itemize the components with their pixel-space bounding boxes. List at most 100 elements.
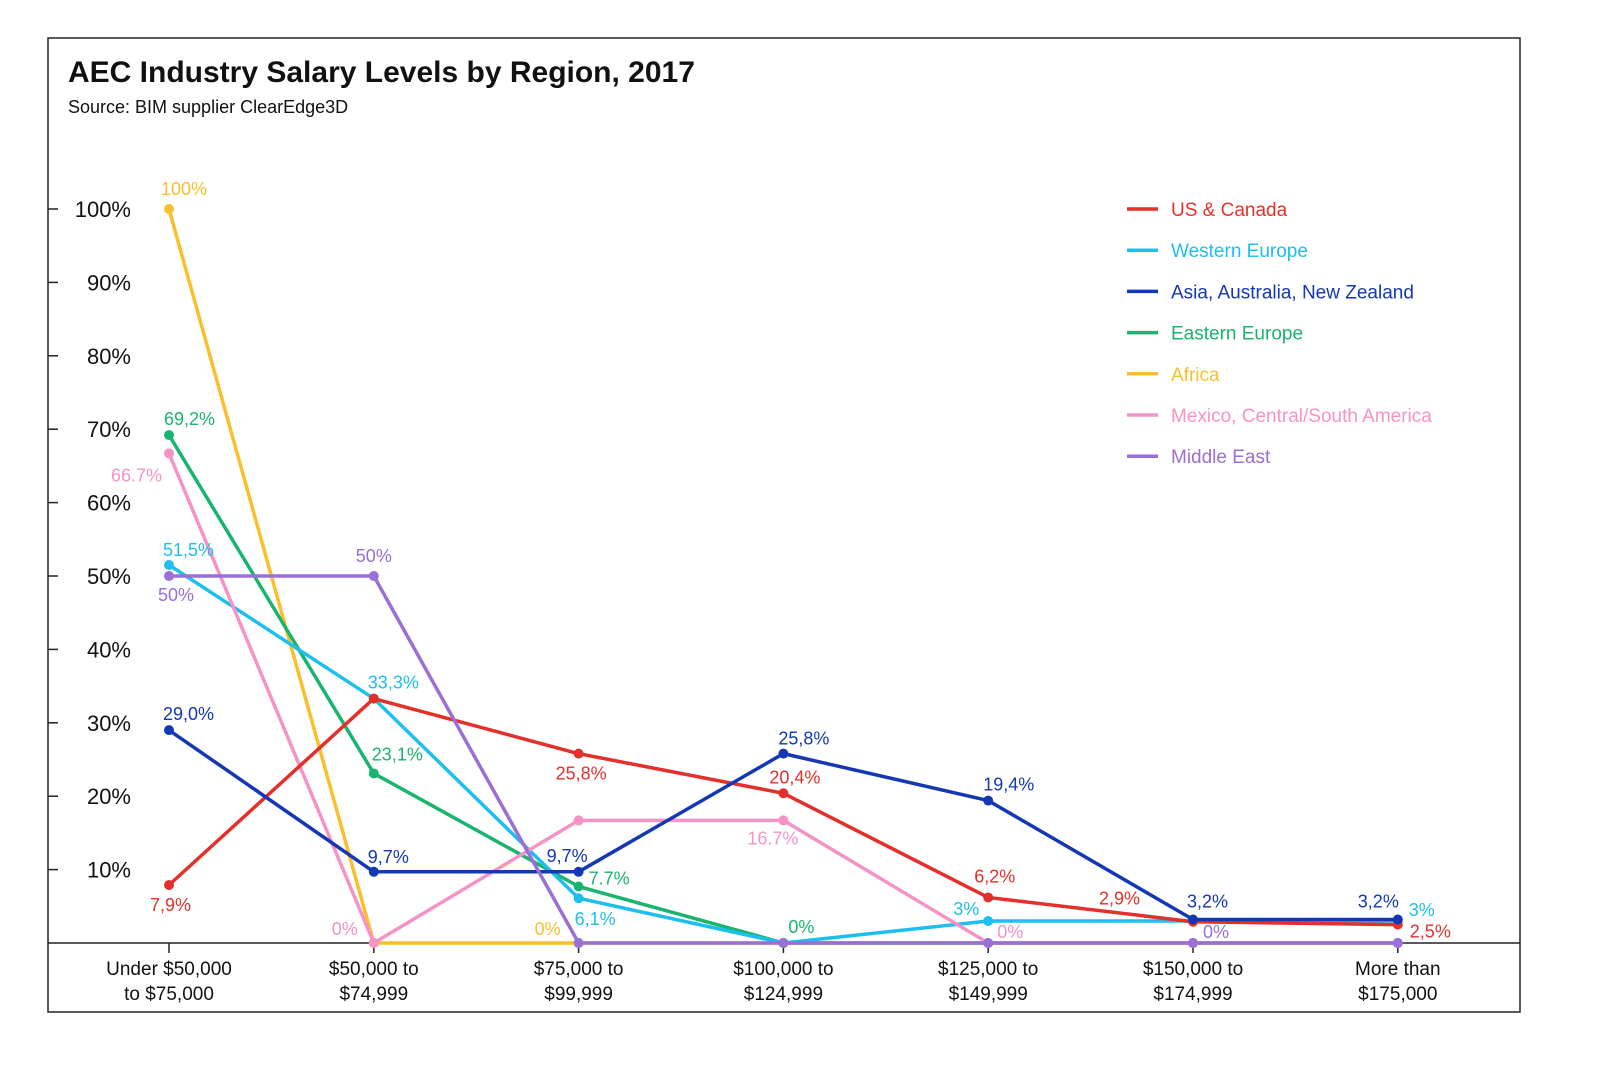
data-point (778, 938, 789, 948)
legend-label: Middle East (1171, 447, 1271, 468)
data-label: 23,1% (372, 744, 423, 764)
data-point (368, 938, 379, 948)
data-point (164, 559, 174, 570)
data-label: 0% (332, 919, 358, 939)
data-point (573, 815, 584, 826)
data-point (368, 866, 379, 877)
data-label: 0% (535, 919, 561, 939)
series-middle-east (164, 571, 1403, 948)
legend: US & Canada Western Europe Asia, Australia… (1127, 200, 1432, 468)
data-label: 3% (1409, 900, 1435, 920)
legend-label: Mexico, Central/South America (1171, 406, 1432, 427)
chart-frame (47, 37, 1521, 1013)
y-tick-label: 10% (87, 858, 131, 883)
data-label: 66.7% (111, 465, 162, 485)
y-tick-label: 30% (87, 711, 131, 736)
y-tick-label: 40% (87, 637, 131, 662)
data-point (164, 204, 174, 214)
data-point (368, 571, 379, 581)
data-point (778, 788, 789, 799)
x-tick-label: $150,000 to $174,999 (1143, 959, 1243, 1005)
data-point (573, 866, 584, 877)
y-tick-label: 70% (87, 417, 131, 442)
data-point (1392, 914, 1403, 925)
legend-item: US & Canada (1127, 200, 1288, 221)
legend-label: Western Europe (1171, 241, 1308, 262)
data-label: 0% (997, 922, 1023, 942)
legend-item: Asia, Australia, New Zealand (1127, 282, 1414, 303)
y-tick-label: 20% (87, 784, 131, 809)
y-tick-label: 100% (75, 197, 131, 222)
legend-label: US & Canada (1171, 200, 1288, 221)
data-label: 3,2% (1358, 892, 1399, 912)
data-label: 69,2% (164, 409, 215, 429)
data-label: 16.7% (747, 828, 798, 848)
legend-label: Asia, Australia, New Zealand (1171, 282, 1414, 303)
data-point (778, 748, 789, 759)
chart-subtitle: Source: BIM supplier ClearEdge3D (68, 97, 348, 117)
data-label: 50% (356, 546, 392, 566)
y-tick-label: 80% (87, 344, 131, 369)
data-label: 2,9% (1099, 889, 1140, 909)
data-label: 33,3% (368, 673, 419, 693)
data-point (778, 815, 789, 826)
data-label: 7,9% (150, 895, 191, 915)
data-label: 6,1% (575, 909, 616, 929)
data-point (983, 938, 994, 948)
data-label: 29,0% (163, 704, 214, 724)
series-asia-australia-new-zealand (164, 725, 1403, 925)
y-tick-label: 50% (87, 564, 131, 589)
series-lines (164, 204, 1403, 948)
legend-item: Africa (1127, 365, 1220, 386)
chart-title: AEC Industry Salary Levels by Region, 20… (68, 56, 695, 89)
data-point (1392, 938, 1403, 948)
data-point (573, 748, 584, 759)
data-label: 3,2% (1187, 892, 1228, 912)
data-point (983, 915, 994, 926)
x-tick-label: Under $50,000 to $75,000 (106, 959, 232, 1005)
legend-label: Africa (1171, 365, 1220, 386)
data-point (164, 725, 174, 736)
data-label: 51,5% (163, 540, 214, 560)
legend-item: Mexico, Central/South America (1127, 406, 1432, 427)
data-point (368, 693, 379, 704)
data-label: 3% (953, 899, 979, 919)
axes: 10% 20% 30% 40% 50% 60% 70% 80% 90% 100% Under $50… (48, 197, 1520, 1005)
data-point (368, 768, 379, 779)
data-label: 25,8% (778, 729, 829, 749)
legend-item: Middle East (1127, 447, 1271, 468)
legend-item: Eastern Europe (1127, 324, 1303, 345)
data-label: 19,4% (983, 775, 1034, 795)
data-label: 7.7% (589, 868, 630, 888)
x-tick-label: $75,000 to $99,999 (534, 959, 624, 1005)
data-label: 0% (1203, 922, 1229, 942)
data-point (573, 938, 584, 948)
data-point (164, 880, 174, 891)
data-label: 20,4% (769, 767, 820, 787)
x-tick-label: More than $175,000 (1355, 959, 1441, 1005)
data-label: 9,7% (547, 846, 588, 866)
y-tick-label: 60% (87, 491, 131, 516)
data-label: 50% (158, 585, 194, 605)
data-point (983, 795, 994, 806)
legend-item: Western Europe (1127, 241, 1308, 262)
data-point (573, 881, 584, 892)
data-point (164, 430, 174, 441)
data-label: 100% (161, 179, 207, 199)
data-point (983, 892, 994, 903)
y-tick-label: 90% (87, 270, 131, 295)
data-point (1188, 938, 1198, 948)
data-point (1188, 914, 1198, 925)
data-label: 0% (788, 917, 814, 937)
data-label: 25,8% (556, 764, 607, 784)
x-tick-label: $50,000 to $74,999 (329, 959, 419, 1005)
data-labels: 7,9% 25,8% 20,4% 6,2% 2,9% 2,5% 51,5% 33,3% 6,1%… (111, 179, 1451, 942)
data-point (164, 448, 174, 459)
legend-label: Eastern Europe (1171, 324, 1303, 345)
x-tick-label: $125,000 to $149,999 (938, 959, 1038, 1005)
data-label: 2,5% (1410, 922, 1451, 942)
data-label: 6,2% (974, 866, 1015, 886)
data-point (573, 893, 584, 904)
x-tick-label: $100,000 to $124,999 (733, 959, 833, 1005)
data-point (164, 571, 174, 581)
